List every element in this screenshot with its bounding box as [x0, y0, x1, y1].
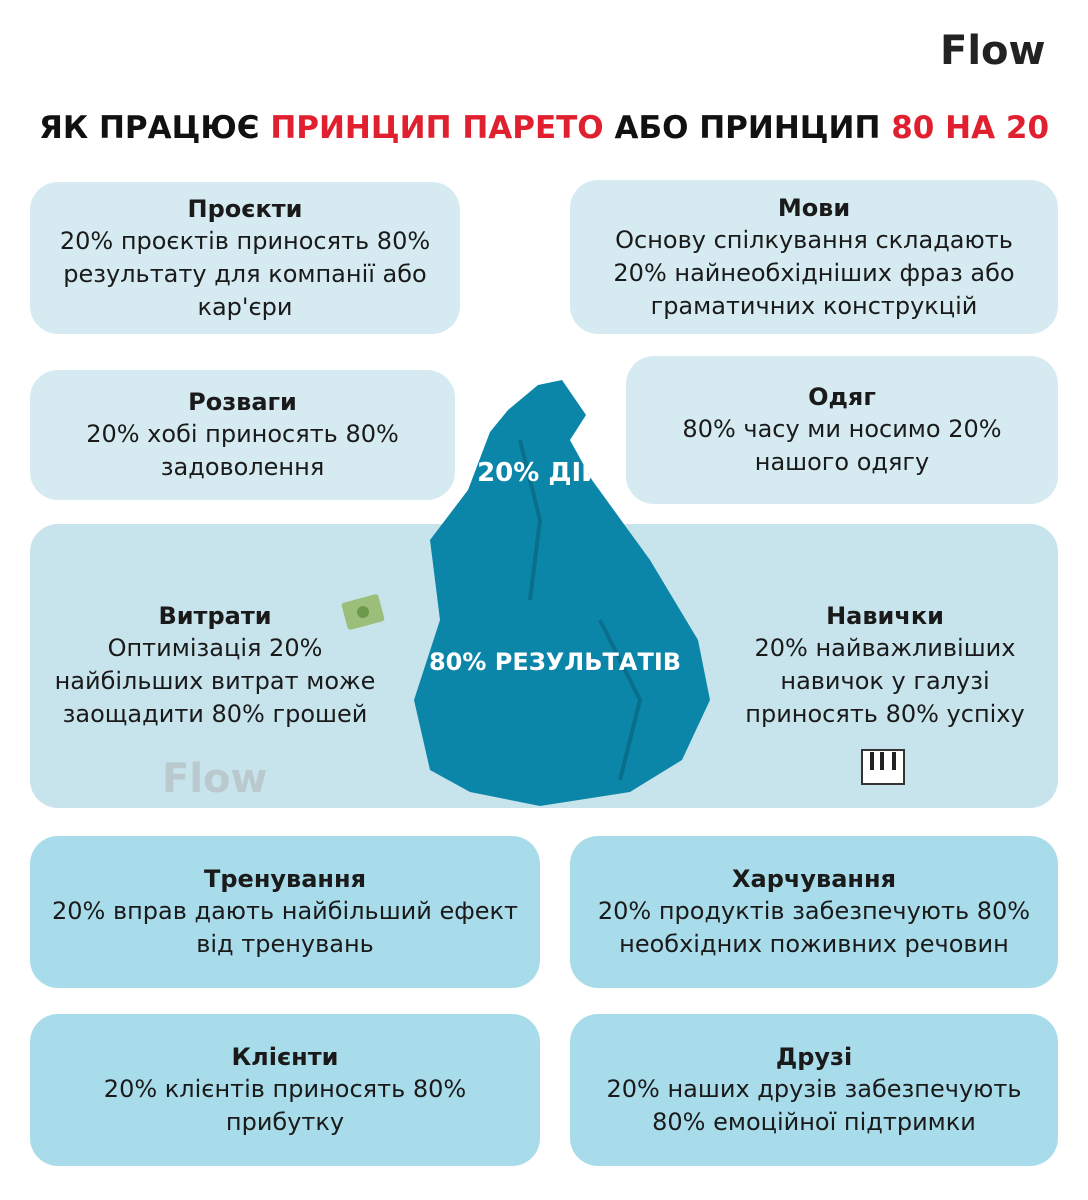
logo: Flow: [940, 28, 1046, 74]
card-title: Тренування: [203, 865, 366, 893]
card: Одяг 80% часу ми носимо 20% нашого одягу: [626, 356, 1058, 504]
card-text: 20% продуктів забезпечують 80% необхідни…: [597, 897, 1031, 958]
card-text: 20% проєктів приносять 80% результату дл…: [59, 226, 431, 321]
card-title: Харчування: [732, 865, 896, 893]
iceberg-crack: [518, 439, 543, 601]
card: Харчування 20% продуктів забезпечують 80%…: [570, 836, 1058, 988]
card-text: 20% клієнтів приносять 80% прибутку: [103, 1075, 467, 1136]
iceberg-shape: [414, 380, 710, 806]
card: Витрати Оптимізація 20% найбільших витрат…: [30, 600, 400, 731]
card: Тренування 20% вправ дають найбільший ефе…: [30, 836, 540, 988]
iceberg-crack: [598, 619, 643, 781]
card: Друзі 20% наших друзів забезпечують 80% е…: [570, 1014, 1058, 1166]
card-text: 20% вправ дають найбільший ефект від тре…: [51, 897, 519, 958]
card-title: Клієнти: [231, 1043, 339, 1071]
card-text: Основу спілкування складають 20% найнеоб…: [613, 225, 1015, 320]
card-text: 20% хобі приносять 80% задоволення: [86, 420, 399, 481]
card-title: Проєкти: [187, 194, 303, 223]
card-text: Оптимізація 20% найбільших витрат може з…: [54, 634, 376, 728]
card-text: 20% найважливіших навичок у галузі прино…: [745, 634, 1025, 728]
card-title: Розваги: [188, 388, 297, 416]
card-text: 80% часу ми носимо 20% нашого одягу: [682, 415, 1002, 476]
card: Мови Основу спілкування складають 20% най…: [570, 180, 1058, 334]
card: Навички 20% найважливіших навичок у галуз…: [720, 600, 1050, 731]
title-highlight: 80 НА 20: [891, 110, 1050, 146]
card-title: Витрати: [158, 602, 272, 630]
card-text: 20% наших друзів забезпечують 80% емоцій…: [606, 1075, 1022, 1136]
card: Клієнти 20% клієнтів приносять 80% прибут…: [30, 1014, 540, 1166]
iceberg-label: 80% РЕЗУЛЬТАТІВ: [428, 648, 682, 676]
title-part: ЯК ПРАЦЮЄ: [38, 110, 271, 146]
card-title: Друзі: [775, 1043, 853, 1071]
card: Проєкти 20% проєктів приносять 80% резуль…: [30, 182, 460, 334]
card-title: Навички: [826, 602, 944, 630]
card-title: Мови: [777, 193, 851, 222]
title-part: АБО ПРИНЦИП: [603, 110, 892, 146]
money-icon: [341, 594, 385, 630]
watermark: Flow: [162, 756, 268, 802]
card: Розваги 20% хобі приносять 80% задоволенн…: [30, 370, 455, 500]
card-title: Одяг: [808, 383, 876, 411]
iceberg-label: 20% ДІЙ: [477, 458, 603, 488]
title: ЯК ПРАЦЮЄ ПРИНЦИП ПАРЕТО АБО ПРИНЦИП 80 …: [0, 110, 1088, 146]
piano-icon: [861, 749, 905, 785]
title-highlight: ПРИНЦИП ПАРЕТО: [270, 110, 604, 146]
